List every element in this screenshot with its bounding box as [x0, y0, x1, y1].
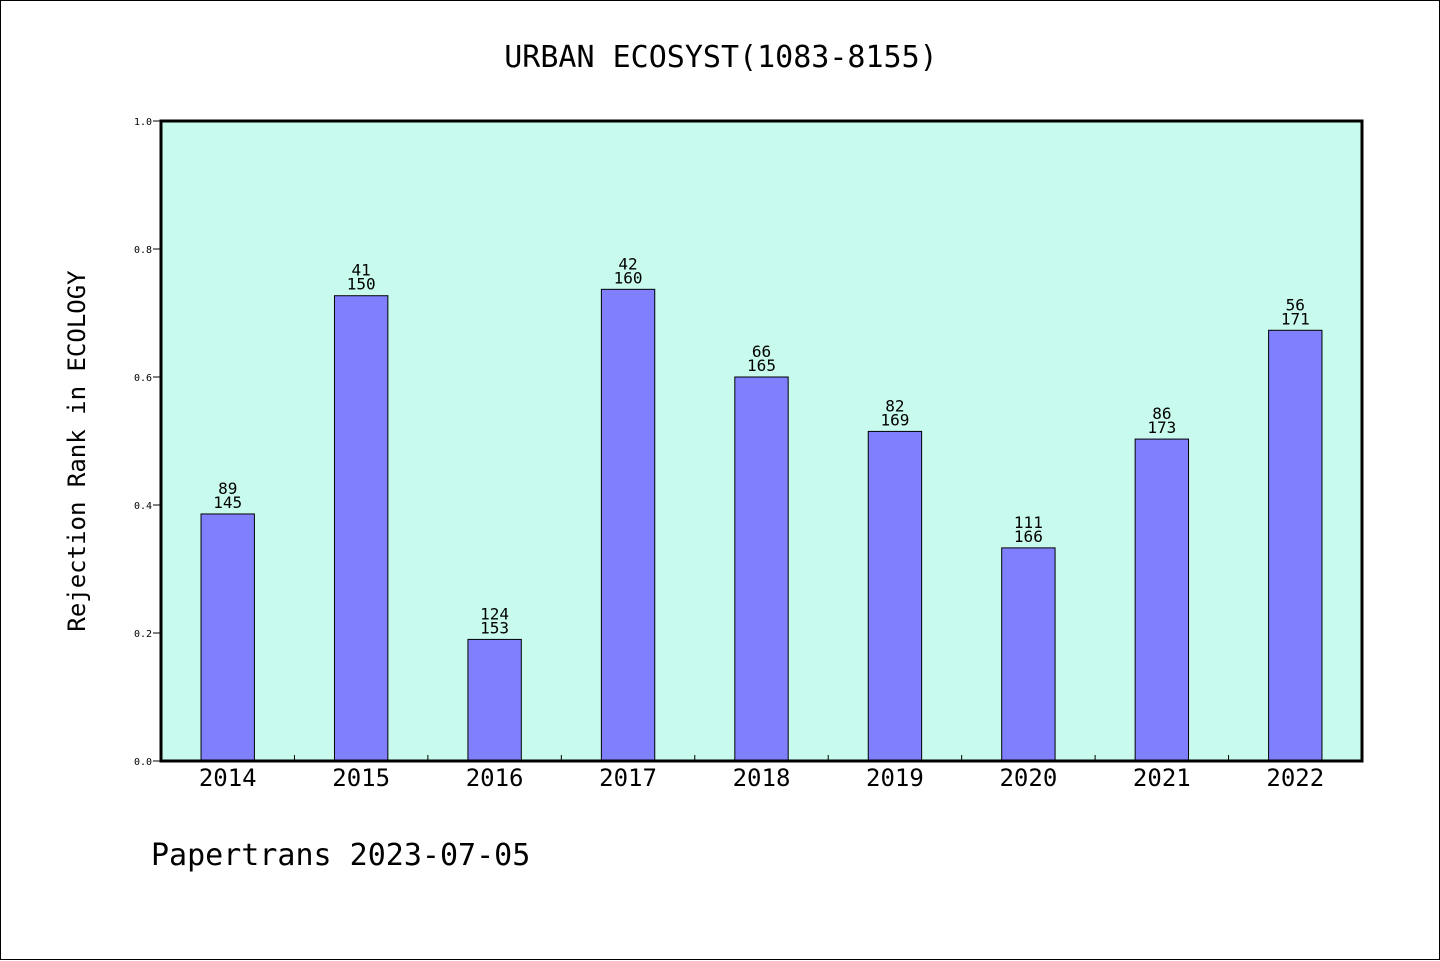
bar-2022: [1268, 329, 1323, 762]
bar-2016: [467, 638, 522, 762]
bar-series: [200, 288, 1323, 762]
bar-2015: [333, 295, 389, 762]
bar-2019: [867, 430, 923, 762]
plot-frame: [159, 119, 1364, 763]
y-tick-label: 1.0: [134, 117, 152, 128]
x-tick-label: 2017: [599, 764, 657, 792]
bar-label-top: 86: [1152, 404, 1171, 423]
bar-label-top: 124: [480, 604, 509, 623]
x-axis-ticks: 2014 2015 2016 2017 2018 2019 2020 2021 2022: [199, 755, 1324, 792]
x-tick-label: 2018: [733, 764, 791, 792]
x-tick-label: 2016: [466, 764, 524, 792]
bar-label-bottom: 160: [614, 268, 643, 287]
bar-2021: [1134, 438, 1190, 762]
x-tick-label: 2020: [999, 764, 1057, 792]
y-axis-label: Rejection Rank in ECOLOGY: [63, 270, 91, 632]
bar-2017: [600, 288, 656, 762]
bar-2014: [200, 513, 255, 762]
bar-label-top: 41: [352, 261, 371, 280]
bar-label-bottom: 173: [1147, 418, 1176, 437]
bar-label-top: 42: [618, 254, 637, 273]
bar-label-top: 89: [218, 479, 237, 498]
bar-label-bottom: 165: [747, 356, 776, 375]
bar-label-bottom: 171: [1281, 309, 1310, 328]
x-tick-label: 2022: [1266, 764, 1324, 792]
x-tick-label: 2019: [866, 764, 924, 792]
bar-label-bottom: 166: [1014, 527, 1043, 546]
y-tick-label: 0.2: [134, 629, 152, 640]
bar-label-bottom: 169: [880, 410, 909, 429]
bar-label-top: 56: [1286, 295, 1305, 314]
y-axis-ticks: 0.0 0.2 0.4 0.6 0.8 1.0: [134, 117, 161, 768]
x-tick-label: 2021: [1133, 764, 1191, 792]
y-tick-label: 0.0: [134, 757, 152, 768]
footer-stamp: Papertrans 2023-07-05: [151, 838, 530, 873]
x-tick-label: 2015: [332, 764, 390, 792]
bar-label-bottom: 150: [347, 275, 376, 294]
bar-label-top: 111: [1014, 513, 1043, 532]
bar-label-bottom: 153: [480, 618, 509, 637]
bar-data-labels: 8914541150124153421606616582169111166861…: [213, 254, 1309, 637]
bar-2018: [734, 376, 789, 762]
bar-2020: [1001, 547, 1056, 762]
bar-label-top: 66: [752, 342, 771, 361]
y-tick-label: 0.8: [134, 245, 152, 256]
y-tick-label: 0.6: [134, 373, 152, 384]
bar-label-bottom: 145: [213, 493, 242, 512]
bar-label-top: 82: [885, 396, 904, 415]
chart-title: URBAN ECOSYST(1083-8155): [504, 40, 937, 75]
y-tick-label: 0.4: [134, 501, 152, 512]
x-tick-label: 2014: [199, 764, 257, 792]
